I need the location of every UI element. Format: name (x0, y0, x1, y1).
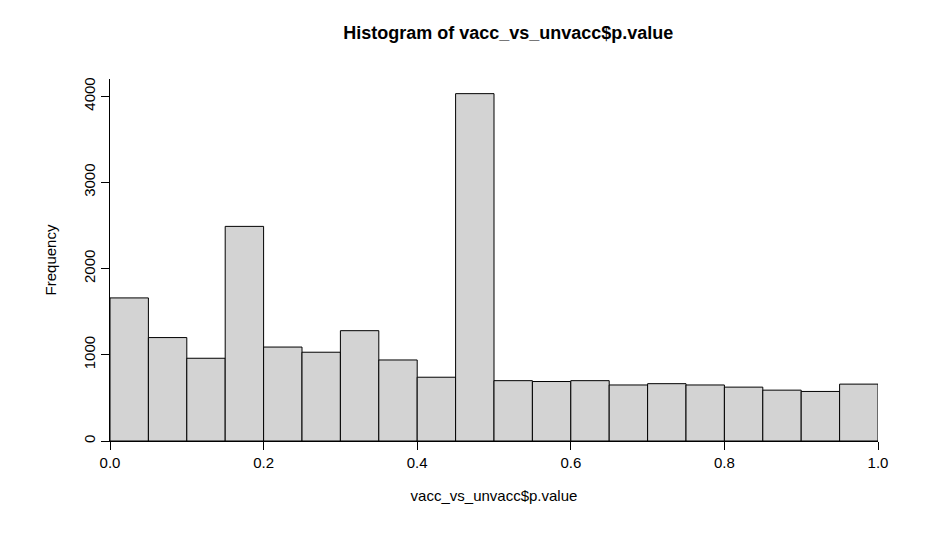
svg-text:3000: 3000 (81, 163, 98, 196)
svg-text:2000: 2000 (81, 250, 98, 283)
svg-text:0.8: 0.8 (714, 454, 735, 471)
svg-text:0.0: 0.0 (100, 454, 121, 471)
svg-text:0.4: 0.4 (407, 454, 428, 471)
svg-text:0.2: 0.2 (253, 454, 274, 471)
svg-text:Histogram of vacc_vs_unvacc$p.: Histogram of vacc_vs_unvacc$p.value (343, 23, 673, 43)
svg-text:Frequency: Frequency (42, 224, 59, 295)
svg-text:0: 0 (81, 435, 98, 443)
svg-text:1000: 1000 (81, 336, 98, 369)
svg-text:0.6: 0.6 (560, 454, 581, 471)
svg-text:vacc_vs_unvacc$p.value: vacc_vs_unvacc$p.value (411, 487, 578, 504)
svg-text:4000: 4000 (81, 77, 98, 110)
svg-text:1.0: 1.0 (868, 454, 889, 471)
